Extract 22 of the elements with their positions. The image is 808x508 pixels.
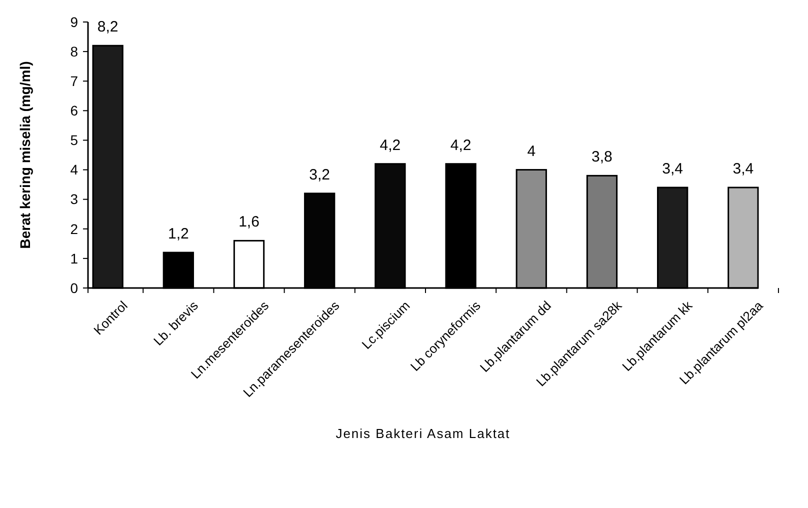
data-label: 3,4 <box>662 160 684 178</box>
y-tick-label: 0 <box>70 280 78 296</box>
y-tick-label: 5 <box>70 132 78 148</box>
y-axis-title: Berat kering miselia (mg/ml) <box>17 61 33 249</box>
y-tick-label: 8 <box>70 43 78 60</box>
y-tick-label: 3 <box>70 191 78 208</box>
y-tick-label: 1 <box>70 250 78 266</box>
x-axis-title: Jenis Bakteri Asam Laktat <box>336 426 510 441</box>
data-label: 1,2 <box>168 226 189 243</box>
data-label: 3,4 <box>732 160 754 178</box>
data-label: 3,2 <box>309 166 330 184</box>
data-label: 1,6 <box>238 214 260 231</box>
y-tick-label: 4 <box>70 162 78 178</box>
y-tick-label: 7 <box>70 73 78 90</box>
data-label: 4 <box>527 142 536 160</box>
data-label: 4,2 <box>380 136 401 154</box>
data-label: 4,2 <box>450 136 472 154</box>
y-tick-label: 2 <box>70 220 78 237</box>
data-label: 3,8 <box>592 148 612 166</box>
y-tick-label: 9 <box>70 14 78 30</box>
data-label: 8,2 <box>97 18 118 36</box>
y-tick-label: 6 <box>70 102 78 119</box>
